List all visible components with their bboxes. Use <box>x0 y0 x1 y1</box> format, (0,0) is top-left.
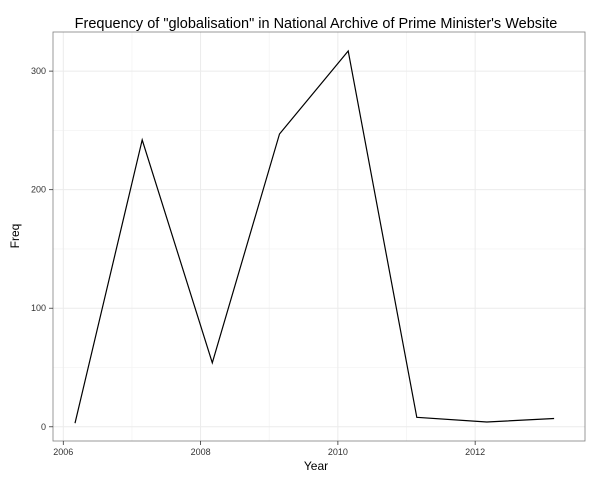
y-tick-label: 100 <box>31 303 46 313</box>
x-tick-label: 2012 <box>465 447 485 457</box>
x-tick-label: 2006 <box>53 447 73 457</box>
x-tick-label: 2010 <box>328 447 348 457</box>
axis-ticks: 2006 2008 2010 2012 0 100 200 300 <box>31 66 485 457</box>
x-tick-label: 2008 <box>191 447 211 457</box>
y-axis-label: Freq <box>8 224 22 249</box>
chart-title: Frequency of "globalisation" in National… <box>75 16 558 32</box>
grid <box>53 32 585 441</box>
y-tick-label: 0 <box>41 422 46 432</box>
y-tick-label: 200 <box>31 185 46 195</box>
series-line <box>74 49 555 424</box>
series-layer <box>74 49 555 424</box>
plot-panel <box>52 31 586 442</box>
y-tick-label: 300 <box>31 66 46 76</box>
x-axis-label: Year <box>304 459 328 473</box>
